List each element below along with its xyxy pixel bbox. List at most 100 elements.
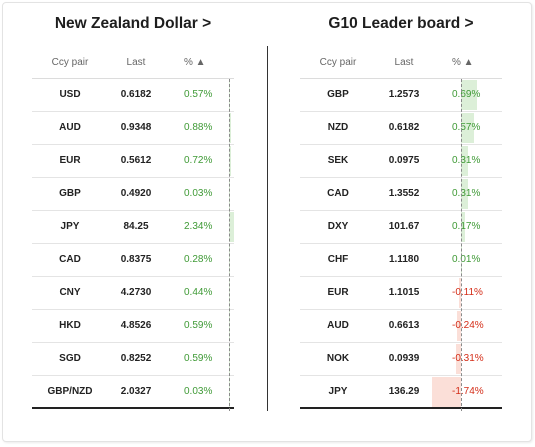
table-row[interactable]: USD 0.6182 0.57%: [32, 79, 234, 112]
last-value-cell: 0.9348: [120, 122, 152, 133]
change-bar: [459, 278, 461, 308]
pct-change-cell: 0.28%: [164, 244, 234, 276]
pct-change-cell: 0.59%: [164, 343, 234, 375]
last-value-cell: 0.0939: [388, 353, 420, 364]
pct-change-cell: 0.01%: [432, 244, 502, 276]
pct-sort-header[interactable]: % ▲: [184, 57, 206, 68]
pct-change-text: 0.31%: [452, 155, 481, 166]
change-bar: [461, 146, 469, 176]
pct-change-cell: 0.03%: [164, 376, 234, 408]
pct-change-text: 0.44%: [184, 287, 213, 298]
fx-widget: New Zealand Dollar > Ccy pair Last % ▲ U…: [2, 2, 532, 442]
last-value-cell: 0.6182: [388, 122, 420, 133]
table-row[interactable]: GBP/NZD 2.0327 0.03%: [32, 376, 234, 409]
pct-change-cell: -1.74%: [432, 376, 502, 408]
ccy-pair-cell: EUR: [59, 155, 81, 166]
last-value-cell: 136.29: [388, 386, 420, 397]
last-value-cell: 84.25: [123, 221, 149, 232]
change-bar: [461, 80, 478, 110]
last-value-cell: 2.0327: [120, 386, 152, 397]
last-header: Last: [126, 57, 146, 68]
pct-change-text: 2.34%: [184, 221, 213, 232]
ccy-pair-header: Ccy pair: [319, 57, 357, 68]
last-value-cell: 1.3552: [388, 188, 420, 199]
nzd-table: Ccy pair Last % ▲ USD 0.6182 0.57% AUD 0.934…: [32, 47, 234, 411]
pct-change-cell: 0.72%: [164, 145, 234, 177]
ccy-pair-cell: EUR: [327, 287, 349, 298]
change-bar: [461, 179, 469, 209]
table-row[interactable]: EUR 1.1015 -0.11%: [300, 277, 502, 310]
last-value-cell: 1.1015: [388, 287, 420, 298]
pct-change-cell: 0.88%: [164, 112, 234, 144]
last-header: Last: [394, 57, 414, 68]
pct-change-text: 0.57%: [452, 122, 481, 133]
table-row[interactable]: AUD 0.9348 0.88%: [32, 112, 234, 145]
table-row[interactable]: GBP 1.2573 0.69%: [300, 79, 502, 112]
ccy-pair-cell: USD: [59, 89, 81, 100]
pct-change-cell: -0.31%: [432, 343, 502, 375]
pct-change-text: 0.69%: [452, 89, 481, 100]
pct-change-text: 0.59%: [184, 320, 213, 331]
change-bar: [432, 377, 461, 407]
pct-change-cell: 0.57%: [432, 112, 502, 144]
table-row[interactable]: CAD 0.8375 0.28%: [32, 244, 234, 277]
table-row[interactable]: NOK 0.0939 -0.31%: [300, 343, 502, 376]
g10-panel-title-link[interactable]: G10 Leader board >: [328, 15, 474, 32]
change-bar: [461, 212, 465, 242]
last-value-cell: 0.8375: [120, 254, 152, 265]
pct-change-cell: -0.11%: [432, 277, 502, 309]
last-value-cell: 4.2730: [120, 287, 152, 298]
last-value-cell: 0.6613: [388, 320, 420, 331]
table-row[interactable]: CAD 1.3552 0.31%: [300, 178, 502, 211]
pct-change-cell: 0.69%: [432, 79, 502, 111]
table-row[interactable]: EUR 0.5612 0.72%: [32, 145, 234, 178]
pct-change-text: 0.72%: [184, 155, 213, 166]
table-row[interactable]: JPY 136.29 -1.74%: [300, 376, 502, 409]
pct-sort-header[interactable]: % ▲: [452, 57, 474, 68]
g10-rows: GBP 1.2573 0.69% NZD 0.6182 0.57% SEK 0.0975 0.3…: [300, 79, 502, 409]
pct-change-text: -1.74%: [452, 386, 484, 397]
pct-change-text: 0.59%: [184, 353, 213, 364]
ccy-pair-cell: NOK: [326, 353, 350, 364]
pct-change-text: 0.88%: [184, 122, 213, 133]
table-row[interactable]: NZD 0.6182 0.57%: [300, 112, 502, 145]
nzd-rows: USD 0.6182 0.57% AUD 0.9348 0.88% EUR 0.5612 0.7…: [32, 79, 234, 409]
pct-change-cell: -0.24%: [432, 310, 502, 342]
pct-change-cell: 0.59%: [164, 310, 234, 342]
table-row[interactable]: GBP 0.4920 0.03%: [32, 178, 234, 211]
pct-change-text: 0.17%: [452, 221, 481, 232]
ccy-pair-cell: HKD: [59, 320, 81, 331]
table-row[interactable]: CHF 1.1180 0.01%: [300, 244, 502, 277]
last-value-cell: 1.2573: [388, 89, 420, 100]
ccy-pair-cell: JPY: [328, 386, 348, 397]
table-row[interactable]: SGD 0.8252 0.59%: [32, 343, 234, 376]
table-header: Ccy pair Last % ▲: [32, 47, 234, 79]
last-value-cell: 101.67: [388, 221, 420, 232]
change-bar: [455, 344, 461, 374]
pct-change-cell: 0.57%: [164, 79, 234, 111]
pct-change-cell: 0.31%: [432, 145, 502, 177]
pct-change-text: 0.01%: [452, 254, 481, 265]
pct-change-text: -0.24%: [452, 320, 484, 331]
last-value-cell: 0.8252: [120, 353, 152, 364]
ccy-pair-cell: GBP/NZD: [47, 386, 93, 397]
table-row[interactable]: CNY 4.2730 0.44%: [32, 277, 234, 310]
table-row[interactable]: DXY 101.67 0.17%: [300, 211, 502, 244]
table-row[interactable]: JPY 84.25 2.34%: [32, 211, 234, 244]
ccy-pair-cell: SEK: [327, 155, 349, 166]
last-value-cell: 4.8526: [120, 320, 152, 331]
table-row[interactable]: AUD 0.6613 -0.24%: [300, 310, 502, 343]
ccy-pair-cell: CAD: [327, 188, 349, 199]
pct-change-text: 0.31%: [452, 188, 481, 199]
panel-divider: [267, 46, 268, 411]
ccy-pair-cell: SGD: [59, 353, 81, 364]
last-value-cell: 0.6182: [120, 89, 152, 100]
last-value-cell: 0.4920: [120, 188, 152, 199]
g10-table: Ccy pair Last % ▲ GBP 1.2573 0.69% NZD 0.618…: [300, 47, 502, 411]
table-row[interactable]: SEK 0.0975 0.31%: [300, 145, 502, 178]
last-value-cell: 1.1180: [388, 254, 420, 265]
table-header: Ccy pair Last % ▲: [300, 47, 502, 79]
table-row[interactable]: HKD 4.8526 0.59%: [32, 310, 234, 343]
ccy-pair-cell: AUD: [327, 320, 349, 331]
nzd-panel-title-link[interactable]: New Zealand Dollar >: [54, 15, 212, 32]
